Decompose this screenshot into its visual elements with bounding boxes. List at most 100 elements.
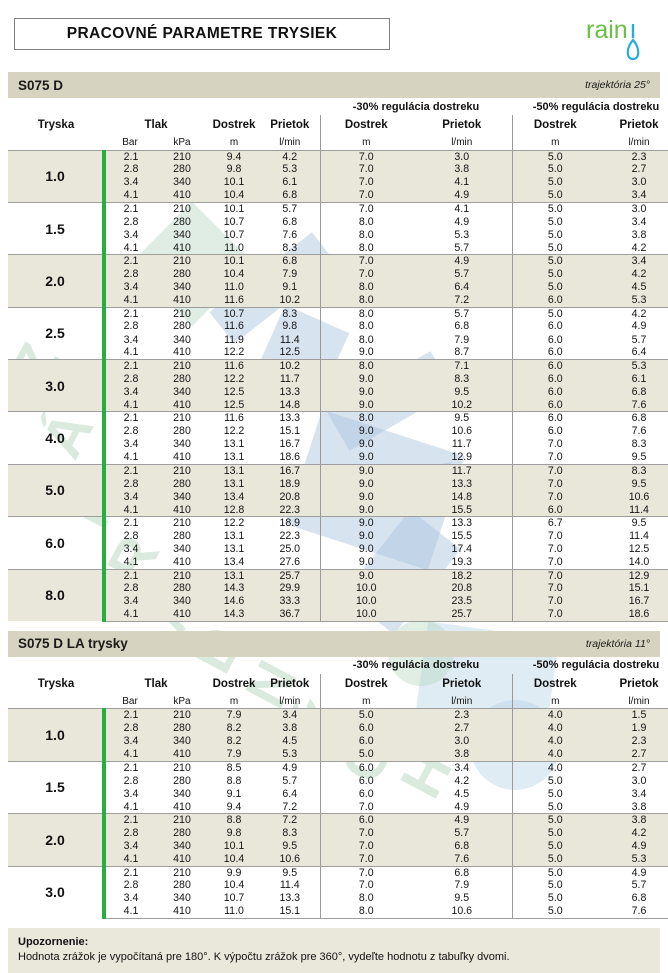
cell-dist: 13.1 bbox=[208, 451, 260, 465]
unit-lmin-50: l/min bbox=[628, 136, 650, 148]
cell-bar: 2.1 bbox=[102, 411, 156, 425]
cell-kpa: 280 bbox=[173, 774, 191, 787]
cell-kpa: 410 bbox=[156, 748, 208, 762]
cell-f30: 4.9 bbox=[412, 254, 512, 268]
cell-f50: 2.7 bbox=[598, 748, 668, 762]
cell-kpa: 210 bbox=[156, 760, 208, 775]
cell-dist: 7.9 bbox=[208, 748, 260, 762]
cell-d50: 7.0 bbox=[511, 490, 598, 504]
cell-d50: 5.0 bbox=[511, 865, 598, 880]
cell-kpa: 410 bbox=[156, 608, 208, 622]
cell-dist: 13.4 bbox=[208, 555, 260, 570]
cell-f30: 13.3 bbox=[412, 477, 512, 491]
cell-dist: 8.2 bbox=[208, 721, 260, 736]
table-row: 2.8 280 13.1 22.3 9.0 15.5 7.0 11.4 bbox=[8, 529, 668, 543]
cell-f50: 12.5 bbox=[628, 543, 650, 556]
cell-flow: 9.8 bbox=[282, 320, 298, 333]
cell-flow: 8.3 bbox=[260, 826, 320, 840]
cell-flow: 6.8 bbox=[260, 189, 320, 203]
cell-f50: 7.6 bbox=[598, 398, 668, 413]
cell-bar: 3.4 bbox=[102, 176, 156, 190]
cell-flow: 5.3 bbox=[260, 748, 320, 762]
table-row: 2.0 2.1 210 10.1 6.8 7.0 4.9 5.0 3.4 bbox=[8, 254, 668, 308]
cell-dist: 10.7 bbox=[208, 306, 260, 321]
cell-f30: 9.5 bbox=[454, 892, 470, 905]
cell-f50: 9.5 bbox=[598, 477, 668, 491]
table-row: 1.5 2.1 210 10.1 5.7 7.0 4.1 5.0 3.0 bbox=[8, 201, 668, 255]
table-row: 3.4 340 13.4 20.8 9.0 14.8 7.0 10.6 bbox=[8, 490, 668, 504]
cell-f30: 10.6 bbox=[451, 425, 473, 438]
col-flow-30: Prietok bbox=[442, 119, 482, 131]
cell-f50: 6.8 bbox=[631, 892, 647, 905]
cell-flow: 18.9 bbox=[260, 516, 320, 530]
cell-flow: 18.6 bbox=[260, 451, 320, 465]
cell-d30: 10.0 bbox=[319, 608, 412, 622]
cell-kpa: 280 bbox=[173, 529, 191, 542]
header-main-row: Tryska Tlak Dostrek Prietok Dostrek Prie… bbox=[8, 115, 668, 135]
cell-d50: 5.0 bbox=[511, 201, 598, 216]
cell-f30: 2.3 bbox=[412, 708, 512, 722]
cell-kpa: 210 bbox=[156, 201, 208, 216]
cell-f30: 5.3 bbox=[454, 228, 470, 241]
cell-d50: 5.0 bbox=[511, 813, 598, 827]
table-row: 4.1 410 10.4 10.6 7.0 7.6 5.0 5.3 bbox=[8, 852, 668, 867]
col-distance: Dostrek bbox=[212, 677, 256, 690]
table-row: 3.4 340 11.0 9.1 8.0 6.4 5.0 4.5 bbox=[8, 280, 668, 295]
unit-lmin-50: l/min bbox=[628, 695, 650, 707]
cell-d50: 6.0 bbox=[511, 294, 598, 308]
cell-f30: 6.8 bbox=[412, 839, 512, 853]
cell-d30: 9.0 bbox=[319, 542, 412, 556]
cell-d30: 5.0 bbox=[319, 748, 412, 762]
cell-flow: 8.3 bbox=[260, 241, 320, 256]
cell-flow: 4.9 bbox=[260, 760, 320, 775]
cell-kpa: 410 bbox=[156, 451, 208, 465]
rain-logo: rain bbox=[584, 12, 656, 64]
cell-f30: 4.9 bbox=[412, 813, 512, 827]
cell-d50: 7.0 bbox=[511, 451, 598, 465]
cell-dist: 12.2 bbox=[223, 425, 245, 438]
cell-f30: 15.5 bbox=[412, 503, 512, 518]
cell-flow: 18.9 bbox=[260, 477, 320, 491]
cell-d30: 7.0 bbox=[319, 879, 412, 893]
cell-f50: 15.1 bbox=[598, 582, 668, 596]
unit-lmin-30: l/min bbox=[451, 695, 473, 707]
group-header-30: -30% regulácia dostreku bbox=[352, 659, 480, 672]
cell-dist: 11.0 bbox=[208, 280, 260, 295]
cell-kpa: 340 bbox=[156, 280, 208, 295]
cell-d30: 9.0 bbox=[319, 568, 412, 583]
params-table-1: -30% regulácia dostreku -50% regulácia d… bbox=[8, 98, 668, 622]
table-row: 3.4 340 8.2 4.5 6.0 3.0 4.0 2.3 bbox=[8, 735, 668, 749]
cell-f30: 11.7 bbox=[451, 438, 472, 451]
cell-d50: 7.0 bbox=[511, 595, 598, 609]
cell-d30: 6.0 bbox=[319, 787, 412, 801]
cell-bar: 2.8 bbox=[102, 879, 156, 893]
cell-d50: 6.0 bbox=[511, 372, 598, 386]
cell-kpa: 340 bbox=[173, 333, 191, 346]
cell-d30: 7.0 bbox=[319, 826, 412, 840]
cell-kpa: 210 bbox=[156, 813, 208, 827]
cell-d50: 5.0 bbox=[511, 879, 598, 893]
cell-f50: 4.9 bbox=[598, 865, 668, 880]
cell-flow: 5.3 bbox=[260, 163, 320, 177]
cell-kpa: 280 bbox=[156, 163, 208, 177]
cell-f50: 16.7 bbox=[598, 595, 668, 609]
cell-d30: 9.0 bbox=[319, 398, 412, 413]
cell-d50: 6.0 bbox=[511, 385, 598, 399]
cell-f50: 18.6 bbox=[598, 608, 668, 622]
cell-f30: 17.4 bbox=[451, 543, 473, 556]
cell-bar: 2.8 bbox=[102, 372, 156, 386]
cell-flow: 7.2 bbox=[260, 813, 320, 827]
unit-bar: Bar bbox=[122, 695, 138, 707]
cell-bar: 4.1 bbox=[102, 800, 156, 815]
cell-dist: 12.2 bbox=[208, 516, 260, 530]
cell-dist: 11.9 bbox=[224, 333, 244, 346]
cell-f50: 3.4 bbox=[598, 189, 668, 203]
cell-dist: 11.6 bbox=[224, 320, 244, 333]
cell-d50: 7.0 bbox=[511, 438, 598, 452]
cell-f30: 15.5 bbox=[451, 529, 473, 542]
cell-d50: 7.0 bbox=[511, 529, 598, 543]
cell-f50: 4.2 bbox=[598, 241, 668, 256]
cell-d50: 5.0 bbox=[511, 774, 598, 788]
cell-dist: 11.6 bbox=[208, 411, 260, 425]
cell-kpa: 410 bbox=[156, 555, 208, 570]
